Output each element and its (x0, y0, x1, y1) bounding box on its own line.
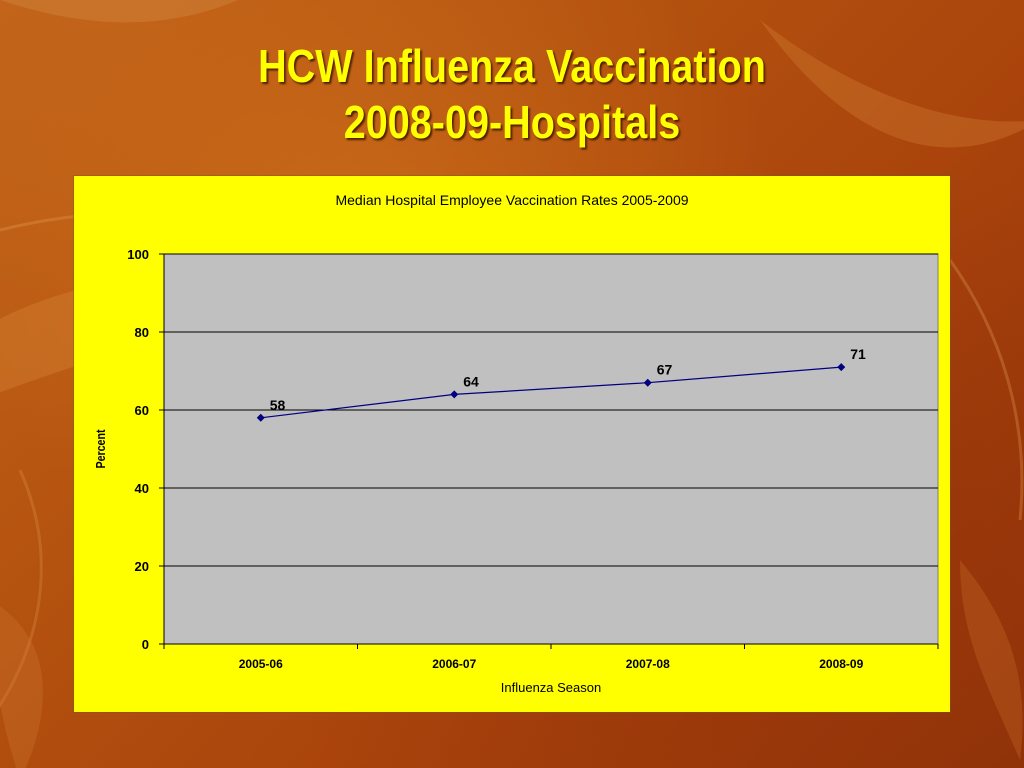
data-point-marker (450, 390, 459, 399)
y-tick-label: 60 (135, 403, 149, 418)
y-tick-label: 40 (135, 481, 149, 496)
y-axis-title: Percent (93, 429, 108, 468)
series (256, 363, 846, 422)
data-label: 71 (850, 346, 866, 362)
chart-title: Median Hospital Employee Vaccination Rat… (335, 192, 688, 208)
data-label: 67 (657, 362, 673, 378)
data-labels: 58 64 67 71 (270, 346, 866, 413)
x-axis-ticks: 2005-06 2006-07 2007-08 2008-09 (163, 644, 939, 671)
data-label: 58 (270, 397, 286, 413)
y-tick-label: 80 (135, 325, 149, 340)
x-tick-label: 2006-07 (432, 657, 476, 671)
x-tick-label: 2007-08 (626, 657, 670, 671)
data-point-marker (643, 378, 652, 387)
x-tick-label: 2008-09 (819, 657, 863, 671)
chart-panel: Median Hospital Employee Vaccination Rat… (74, 176, 950, 712)
slide-title-line-2: 2008-09-Hospitals (343, 96, 681, 148)
plot-area (163, 253, 939, 645)
data-label: 64 (463, 373, 479, 389)
x-axis-title: Influenza Season (501, 680, 601, 695)
x-tick-label: 2005-06 (239, 657, 283, 671)
data-point-marker (837, 363, 846, 372)
y-tick-label: 20 (135, 559, 149, 574)
data-point-marker (256, 413, 265, 422)
gridlines (164, 253, 938, 567)
slide-title: HCW Influenza Vaccination 2008-09-Hospit… (72, 38, 953, 150)
vaccination-rates-line-chart: Median Hospital Employee Vaccination Rat… (93, 192, 939, 695)
series-line (260, 366, 842, 419)
y-tick-label: 0 (142, 637, 149, 652)
slide-title-line-1: HCW Influenza Vaccination (258, 40, 766, 92)
y-tick-label: 100 (127, 247, 149, 262)
